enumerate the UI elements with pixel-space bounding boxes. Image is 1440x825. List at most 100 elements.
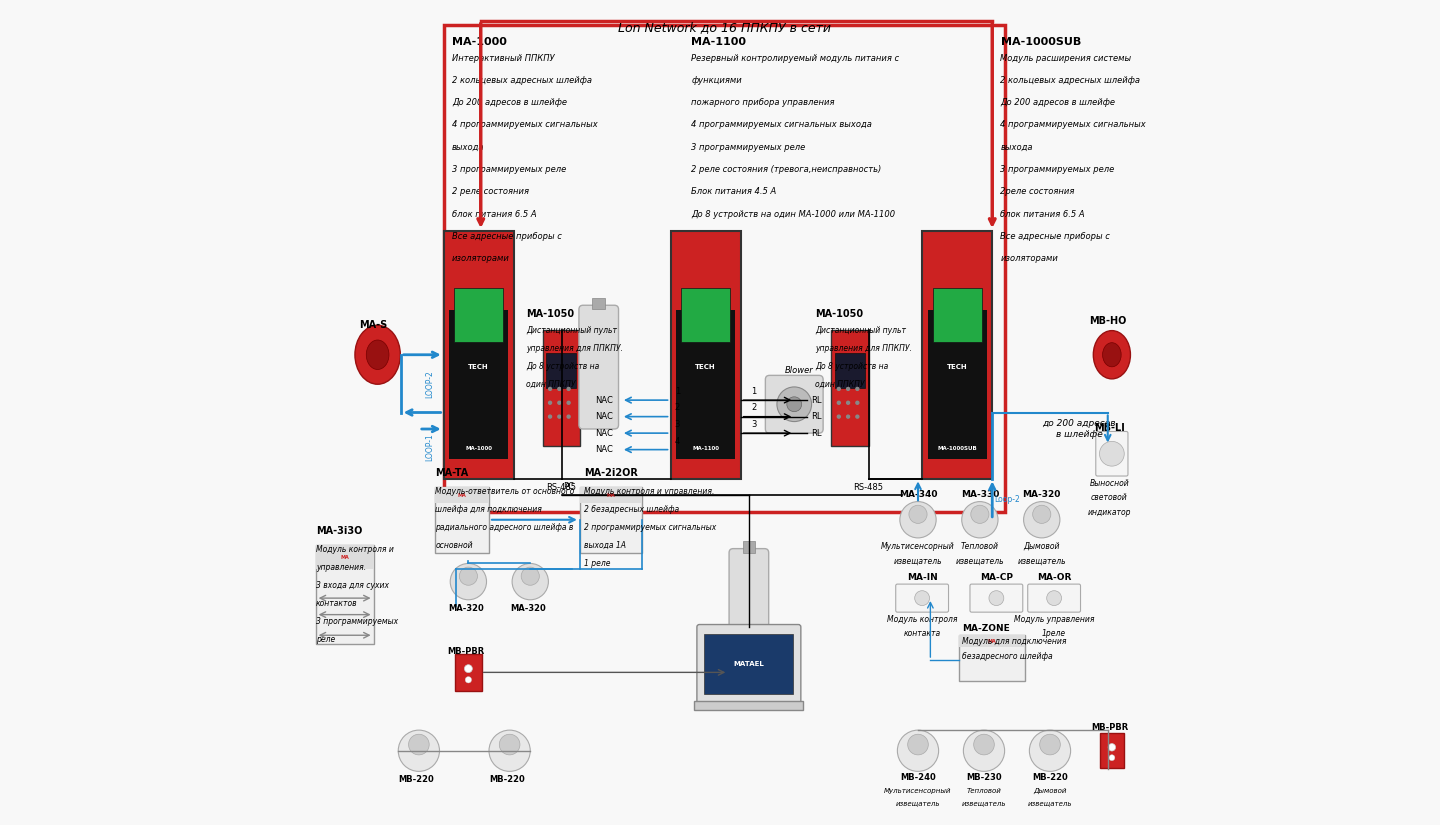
Text: До 8 устройств на один MA-1000 или MA-1100: До 8 устройств на один MA-1000 или MA-11…	[691, 210, 896, 219]
Text: 4: 4	[674, 436, 680, 446]
Text: RL: RL	[811, 396, 821, 404]
Text: управления для ППКПУ.: управления для ППКПУ.	[526, 344, 624, 353]
Text: пожарного прибора управления: пожарного прибора управления	[691, 98, 835, 107]
Text: 2 кольцевых адресных шлейфа: 2 кольцевых адресных шлейфа	[1001, 76, 1140, 85]
Text: Дымовой: Дымовой	[1034, 788, 1067, 794]
Circle shape	[914, 591, 930, 606]
Text: До 200 адресов в шлейфе: До 200 адресов в шлейфе	[1001, 98, 1116, 107]
Text: MB-240: MB-240	[900, 773, 936, 782]
Ellipse shape	[1103, 342, 1122, 367]
Text: Модуль управления: Модуль управления	[1014, 615, 1094, 624]
Text: Модуль для подключения: Модуль для подключения	[962, 637, 1066, 646]
Circle shape	[1024, 502, 1060, 538]
Text: NAC: NAC	[595, 412, 613, 421]
FancyBboxPatch shape	[449, 310, 508, 459]
FancyBboxPatch shape	[959, 635, 1025, 681]
Text: PC: PC	[563, 482, 575, 491]
Text: До 200 адресов в шлейфе: До 200 адресов в шлейфе	[452, 98, 567, 107]
FancyBboxPatch shape	[933, 288, 982, 342]
Text: MA-320: MA-320	[448, 604, 484, 613]
Text: Lon Network до 16 ППКПУ в сети: Lon Network до 16 ППКПУ в сети	[618, 21, 831, 34]
Text: Модуль контроля и управления.: Модуль контроля и управления.	[583, 487, 714, 496]
Text: 4 программируемых сигнальных: 4 программируемых сигнальных	[452, 120, 598, 130]
Text: MA-340: MA-340	[899, 490, 937, 499]
FancyBboxPatch shape	[896, 584, 949, 612]
FancyBboxPatch shape	[579, 305, 619, 429]
FancyBboxPatch shape	[677, 310, 734, 459]
Ellipse shape	[354, 325, 400, 384]
Text: MA: MA	[988, 639, 996, 644]
Circle shape	[500, 734, 520, 755]
Text: Модуль-ответвитель от основного: Модуль-ответвитель от основного	[435, 487, 575, 496]
Text: блок питания 6.5 А: блок питания 6.5 А	[1001, 210, 1086, 219]
Text: 2 кольцевых адресных шлейфа: 2 кольцевых адресных шлейфа	[452, 76, 592, 85]
FancyBboxPatch shape	[971, 584, 1022, 612]
Text: 3 программируемых: 3 программируемых	[315, 617, 397, 626]
Circle shape	[1032, 505, 1051, 523]
Text: 2: 2	[674, 403, 680, 412]
Circle shape	[1109, 755, 1115, 761]
Text: TECH: TECH	[468, 364, 490, 370]
Circle shape	[409, 734, 429, 755]
Circle shape	[847, 401, 850, 404]
Circle shape	[855, 415, 858, 418]
Circle shape	[973, 734, 994, 755]
Text: MB-230: MB-230	[966, 773, 1002, 782]
FancyBboxPatch shape	[543, 330, 580, 446]
Text: До 8 устройств на: До 8 устройств на	[815, 362, 888, 371]
Text: MA-1000SUB: MA-1000SUB	[937, 446, 978, 451]
Text: 1: 1	[674, 387, 680, 396]
Circle shape	[1047, 591, 1061, 606]
FancyBboxPatch shape	[580, 487, 642, 553]
Text: NAC: NAC	[595, 446, 613, 454]
Text: выхода: выхода	[452, 143, 484, 152]
Circle shape	[989, 591, 1004, 606]
Text: 4 программируемых сигнальных: 4 программируемых сигнальных	[1001, 120, 1146, 130]
Circle shape	[855, 388, 858, 390]
FancyBboxPatch shape	[1028, 584, 1080, 612]
Text: 3 программируемых реле: 3 программируемых реле	[691, 143, 805, 152]
Circle shape	[513, 563, 549, 600]
Text: До 8 устройств на: До 8 устройств на	[526, 362, 599, 371]
Text: Все адресные приборы с: Все адресные приборы с	[1001, 232, 1110, 241]
Text: TECH: TECH	[948, 364, 968, 370]
Circle shape	[465, 665, 472, 672]
Circle shape	[549, 388, 552, 390]
Text: MA: MA	[458, 493, 467, 497]
Text: до 200 адресов
в шлейфе: до 200 адресов в шлейфе	[1043, 419, 1116, 439]
Text: контактов: контактов	[315, 599, 357, 608]
Text: 2реле состояния: 2реле состояния	[1001, 187, 1074, 196]
Text: 1 реле: 1 реле	[583, 559, 611, 568]
Text: MA-1000SUB: MA-1000SUB	[1001, 37, 1081, 47]
Circle shape	[1109, 743, 1116, 751]
Text: 4 программируемых сигнальных выхода: 4 программируемых сигнальных выхода	[691, 120, 873, 130]
Circle shape	[855, 401, 858, 404]
Text: изоляторами: изоляторами	[1001, 254, 1058, 263]
Text: MA-330: MA-330	[960, 490, 999, 499]
Text: MB-PBR: MB-PBR	[1092, 723, 1129, 732]
Circle shape	[399, 730, 439, 771]
Text: управления для ППКПУ.: управления для ППКПУ.	[815, 344, 912, 353]
Text: 3 входа для сухих: 3 входа для сухих	[315, 581, 389, 590]
Text: шлейфа для подключения: шлейфа для подключения	[435, 505, 543, 514]
Text: MA-2i2OR: MA-2i2OR	[583, 469, 638, 478]
Text: TECH: TECH	[696, 364, 716, 370]
Circle shape	[847, 388, 850, 390]
Text: MA-S: MA-S	[359, 320, 387, 330]
Text: Модуль контроля и: Модуль контроля и	[315, 544, 393, 554]
Text: MB-PBR: MB-PBR	[448, 647, 484, 656]
Text: LOOP-1: LOOP-1	[425, 433, 433, 461]
Circle shape	[567, 401, 570, 404]
Ellipse shape	[1093, 331, 1130, 379]
Circle shape	[459, 567, 478, 585]
FancyBboxPatch shape	[697, 625, 801, 704]
Circle shape	[451, 563, 487, 600]
Circle shape	[909, 505, 927, 523]
Text: MA-IN: MA-IN	[907, 573, 937, 582]
Text: функциями: функциями	[691, 76, 742, 85]
Text: радиального адресного шлейфа в: радиального адресного шлейфа в	[435, 523, 573, 532]
Text: блок питания 6.5 А: блок питания 6.5 А	[452, 210, 537, 219]
Text: изоляторами: изоляторами	[452, 254, 510, 263]
Text: извещатель: извещатель	[894, 557, 942, 566]
Circle shape	[557, 388, 560, 390]
